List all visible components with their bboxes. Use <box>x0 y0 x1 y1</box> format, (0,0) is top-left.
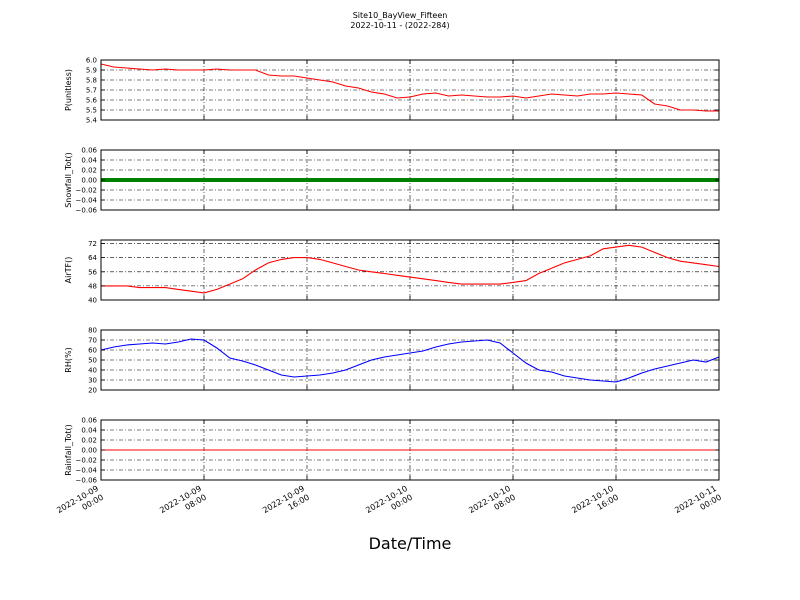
y-axis-label: Snowfall_Tot() <box>64 152 73 208</box>
panel-5: 0.06 0.04 0.02 0.00 −0.02 −0.04 −0.06Rainfall_… <box>64 417 720 485</box>
y-tick-label: 40 <box>88 297 97 305</box>
series-line <box>100 63 719 112</box>
panel-1: 6.0 5.9 5.8 5.7 5.6 5.5 5.4 P(unitless) <box>64 57 720 125</box>
y-axis-label: Rainfall_Tot() <box>64 424 73 476</box>
y-tick-label: 0.06 <box>81 417 97 425</box>
y-tick-label: 6.0 <box>86 57 97 65</box>
y-tick-label: 56 <box>88 268 97 276</box>
y-tick-label: 5.4 <box>86 117 98 125</box>
y-tick-label: 72 <box>88 240 97 248</box>
y-tick-label: −0.06 <box>76 207 98 215</box>
x-tick-label: 2022-10-1008:00 <box>467 484 517 524</box>
x-tick-label: 2022-10-1016:00 <box>570 484 620 524</box>
series-line <box>100 338 720 383</box>
y-tick-label: 5.9 <box>86 67 97 75</box>
y-tick-label: −0.04 <box>76 467 98 475</box>
chart-subtitle: 2022-10-11 - (2022-284) <box>350 21 450 30</box>
y-tick-label: 5.6 <box>86 97 98 105</box>
chart-title: Site10_BayView_Fifteen <box>352 11 448 20</box>
y-tick-label: 60 <box>88 347 97 355</box>
y-tick-label: 48 <box>88 282 97 290</box>
x-tick-label: 2022-10-0908:00 <box>158 484 208 524</box>
y-tick-label: 0.04 <box>81 427 97 435</box>
panel-4: 80 70 60 50 40 30 20 RH(%) <box>64 327 720 395</box>
y-tick-label: 5.5 <box>86 107 97 115</box>
y-tick-label: 20 <box>88 387 97 395</box>
x-tick-label: 2022-10-0900:00 <box>55 484 105 524</box>
series-line <box>101 244 720 294</box>
y-tick-label: 80 <box>88 327 97 335</box>
y-tick-label: 0.00 <box>81 447 97 455</box>
y-tick-label: 30 <box>88 377 97 385</box>
y-tick-label: 5.7 <box>86 87 97 95</box>
y-tick-label: 5.8 <box>86 77 97 85</box>
y-tick-label: −0.06 <box>76 477 98 485</box>
y-tick-label: 64 <box>88 254 97 262</box>
x-tick-label: 2022-10-0916:00 <box>261 484 311 524</box>
y-tick-label: 0.06 <box>81 147 97 155</box>
y-tick-label: 0.04 <box>81 157 97 165</box>
x-tick-label: 2022-10-1100:00 <box>673 484 723 524</box>
y-tick-label: 0.02 <box>81 167 97 175</box>
y-axis-label: AirTF() <box>64 257 73 284</box>
panel-3: 72 64 56 48 40 AirTF() <box>64 239 720 305</box>
y-tick-label: −0.02 <box>76 457 97 465</box>
panel-2: 0.06 0.04 0.02 0.00 −0.02 −0.04 −0.06Snowfall_… <box>64 147 720 215</box>
y-tick-label: 0.02 <box>81 437 97 445</box>
y-tick-label: 50 <box>88 357 97 365</box>
x-tick-label: 2022-10-1000:00 <box>364 484 414 524</box>
x-axis-label: Date/Time <box>368 534 452 553</box>
y-tick-label: −0.04 <box>76 197 98 205</box>
y-axis-label: RH(%) <box>64 347 73 372</box>
y-axis-label: P(unitless) <box>64 69 73 111</box>
x-tick-labels: 2022-10-0900:00 2022-10-0908:00 2022-10-09… <box>55 484 723 524</box>
y-tick-label: 70 <box>88 337 97 345</box>
y-tick-label: 40 <box>88 367 97 375</box>
y-tick-label: 0.00 <box>81 177 97 185</box>
y-tick-label: −0.02 <box>76 187 97 195</box>
